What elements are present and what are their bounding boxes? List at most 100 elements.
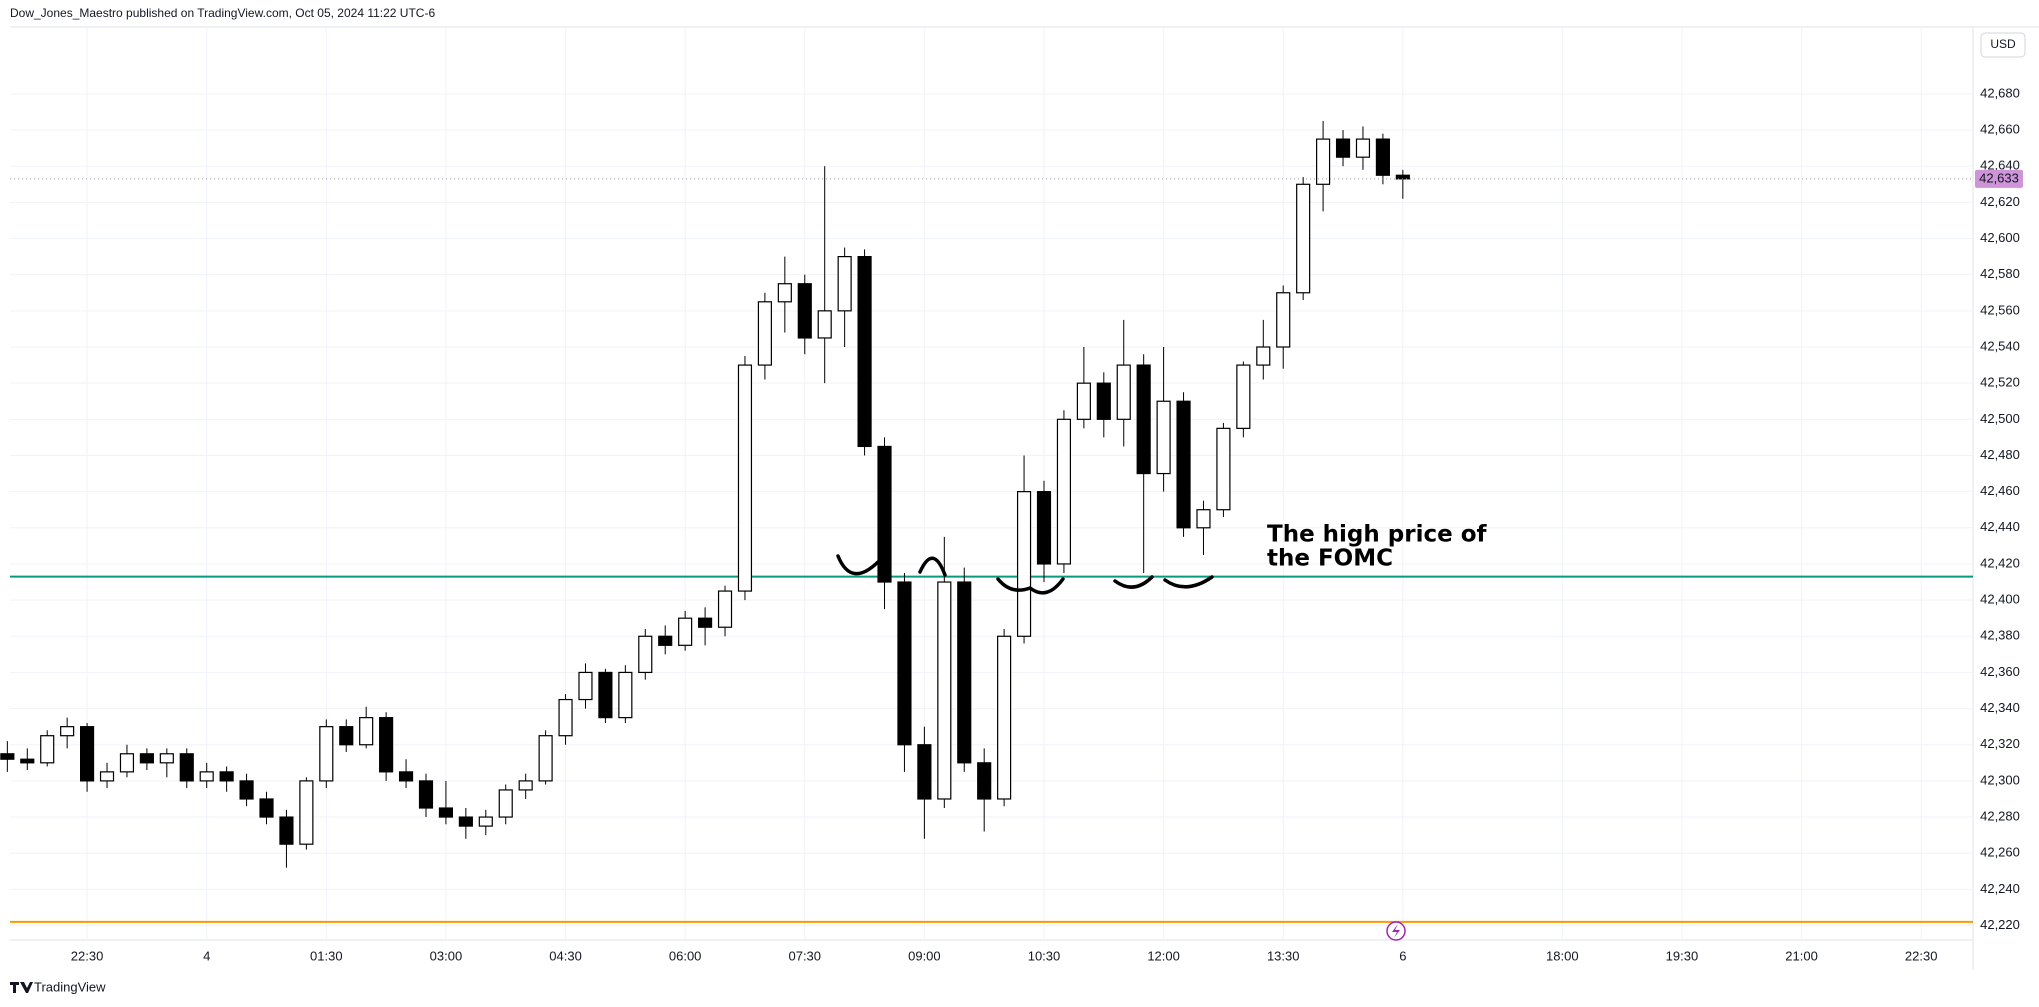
candle-body bbox=[997, 635, 1012, 800]
brand-name: TradingView bbox=[34, 979, 106, 994]
candle-body bbox=[1216, 427, 1231, 511]
candle-body bbox=[498, 789, 513, 818]
candle-body bbox=[1036, 491, 1052, 565]
candle-body bbox=[737, 364, 753, 592]
x-tick-label: 10:30 bbox=[1028, 948, 1061, 963]
candle-body bbox=[877, 445, 892, 583]
candle-body bbox=[279, 816, 294, 845]
candle-body bbox=[80, 726, 95, 782]
arc bbox=[1113, 575, 1154, 589]
candle-body bbox=[1176, 400, 1191, 529]
candle-body bbox=[558, 698, 573, 737]
y-tick-label: 42,280 bbox=[1980, 808, 2020, 823]
y-tick-label: 42,420 bbox=[1980, 555, 2020, 570]
event-icon[interactable] bbox=[1386, 921, 1406, 941]
candle-body bbox=[578, 671, 593, 701]
brand: TradingView bbox=[10, 979, 106, 994]
candle-body bbox=[1196, 509, 1211, 529]
y-tick-label: 42,620 bbox=[1980, 194, 2020, 209]
y-tick-label: 42,400 bbox=[1980, 592, 2020, 607]
y-tick-label: 42,600 bbox=[1980, 230, 2020, 245]
candle-body bbox=[797, 283, 812, 339]
candle-body bbox=[1156, 400, 1171, 475]
candle-body bbox=[139, 753, 154, 764]
candle-body bbox=[897, 581, 912, 746]
y-tick-label: 42,520 bbox=[1980, 375, 2020, 390]
candle-body bbox=[598, 671, 613, 719]
candle-body bbox=[40, 735, 55, 764]
x-tick-label: 12:00 bbox=[1147, 948, 1180, 963]
candle-body bbox=[478, 816, 493, 827]
candle-body bbox=[1096, 382, 1111, 420]
candle-body bbox=[339, 726, 354, 746]
candle-body bbox=[1236, 364, 1251, 429]
arc bbox=[836, 554, 880, 576]
candle-body bbox=[538, 735, 553, 782]
candle-body bbox=[698, 617, 713, 628]
candle-body bbox=[1375, 138, 1390, 176]
y-tick-label: 42,260 bbox=[1980, 845, 2020, 860]
candle-body bbox=[937, 581, 952, 800]
candle-body bbox=[618, 671, 633, 719]
last-price-box bbox=[1975, 169, 2023, 188]
x-tick-label: 03:00 bbox=[430, 948, 463, 963]
y-tick-label: 42,320 bbox=[1980, 736, 2020, 751]
candle-body bbox=[518, 780, 533, 791]
candle-body bbox=[817, 310, 832, 339]
y-tick-label: 42,220 bbox=[1980, 917, 2020, 932]
candle-body bbox=[1335, 138, 1351, 158]
candle-body bbox=[1256, 346, 1271, 366]
candle-body bbox=[1395, 174, 1410, 180]
candle-body bbox=[837, 256, 852, 312]
y-tick-label: 42,460 bbox=[1980, 483, 2020, 498]
x-tick-label: 01:30 bbox=[310, 948, 343, 963]
candle-body bbox=[239, 780, 254, 800]
annotation: the FOMC bbox=[1267, 546, 1393, 572]
candle-body bbox=[219, 771, 234, 782]
x-tick-label: 19:30 bbox=[1666, 948, 1699, 963]
candle-body bbox=[20, 758, 35, 764]
x-tick-label: 13:30 bbox=[1267, 948, 1300, 963]
candle-body bbox=[438, 807, 454, 818]
currency[interactable]: USD bbox=[1990, 37, 2016, 51]
currency-button[interactable]: USD bbox=[1980, 32, 2026, 58]
candle-body bbox=[658, 635, 673, 646]
candle-body bbox=[299, 780, 314, 845]
event-bolt bbox=[1392, 924, 1400, 938]
candle-body bbox=[359, 717, 374, 746]
candle-body bbox=[1076, 382, 1091, 420]
currency-box[interactable] bbox=[1980, 32, 2026, 58]
y-tick-label: 42,500 bbox=[1980, 411, 2020, 426]
candle-body bbox=[1316, 138, 1331, 185]
x-tick-label: 09:00 bbox=[908, 948, 941, 963]
candle-body bbox=[458, 816, 473, 827]
candle-body bbox=[319, 726, 334, 782]
candle-body bbox=[60, 726, 75, 737]
candle-body bbox=[1296, 183, 1311, 294]
arc bbox=[996, 577, 1065, 595]
candle-body bbox=[1355, 138, 1371, 158]
y-tick-label: 42,440 bbox=[1980, 519, 2020, 534]
y-tick-label: 42,300 bbox=[1980, 772, 2020, 787]
candle-body bbox=[638, 635, 653, 674]
candle-body bbox=[977, 762, 992, 800]
candle-body bbox=[259, 798, 274, 818]
candle-body bbox=[0, 753, 15, 760]
y-tick-label: 42,660 bbox=[1980, 121, 2020, 136]
candle-body bbox=[678, 617, 693, 646]
y-tick-label: 42,540 bbox=[1980, 338, 2020, 353]
y-tick-label: 42,240 bbox=[1980, 881, 2020, 896]
y-tick-label: 42,360 bbox=[1980, 664, 2020, 679]
x-tick-label: 06:00 bbox=[669, 948, 702, 963]
y-tick-label: 42,680 bbox=[1980, 85, 2020, 100]
candle-body bbox=[777, 283, 792, 303]
y-tick-label: 42,340 bbox=[1980, 700, 2020, 715]
candle-body bbox=[179, 753, 194, 782]
x-tick-label: 6 bbox=[1399, 948, 1406, 963]
brand-logo bbox=[10, 982, 33, 993]
last-price-label: 42,633 bbox=[1979, 170, 2019, 185]
candle-body bbox=[1136, 364, 1151, 475]
candle-body bbox=[1056, 418, 1072, 565]
candle-body bbox=[159, 753, 174, 764]
